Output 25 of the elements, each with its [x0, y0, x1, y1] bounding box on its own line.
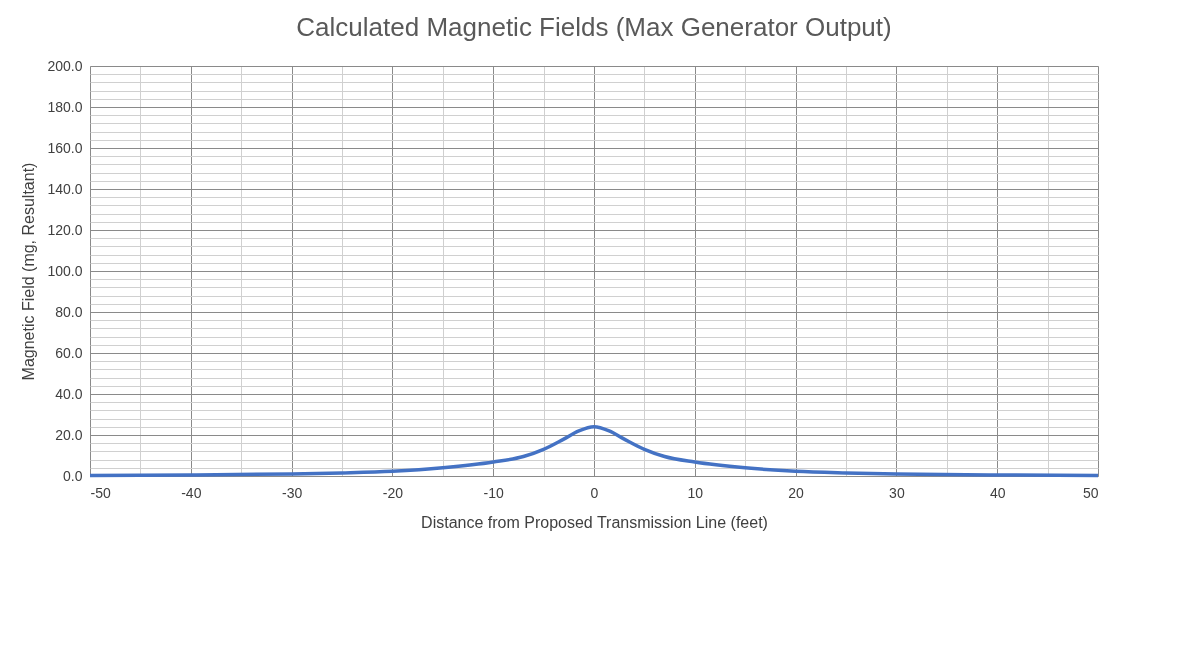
x-tick-label: -20: [382, 484, 404, 501]
x-tick-label: -30: [281, 484, 303, 501]
chart-title: Calculated Magnetic Fields (Max Generator Output): [296, 12, 892, 42]
x-tick-label: -10: [483, 484, 505, 501]
y-tick-label: 120.0: [47, 221, 83, 238]
x-tick-label: 50: [1082, 484, 1099, 501]
y-tick-label: 200.0: [47, 57, 83, 74]
x-tick-label: 10: [687, 484, 704, 501]
x-tick-label: 20: [788, 484, 805, 501]
x-tick-label: 30: [889, 484, 905, 501]
y-tick-label: 140.0: [47, 180, 83, 197]
x-tick-label: 40: [989, 484, 1006, 501]
x-axis-title: Distance from Proposed Transmission Line (feet): [421, 513, 768, 531]
y-tick-label: 80.0: [55, 303, 83, 320]
x-tick-label: -40: [181, 484, 202, 501]
x-tick-label: -50: [90, 484, 111, 501]
y-tick-label: 160.0: [47, 139, 83, 156]
x-tick-label: 0: [590, 484, 599, 501]
y-tick-label: 0.0: [63, 467, 83, 484]
y-tick-label: 100.0: [47, 262, 83, 279]
y-tick-label: 180.0: [47, 98, 83, 115]
y-tick-label: 60.0: [55, 344, 83, 361]
y-tick-label: 20.0: [55, 426, 83, 443]
y-tick-label: 40.0: [55, 385, 83, 402]
y-axis-title: Magnetic Field (mg, Resultant): [20, 162, 38, 381]
